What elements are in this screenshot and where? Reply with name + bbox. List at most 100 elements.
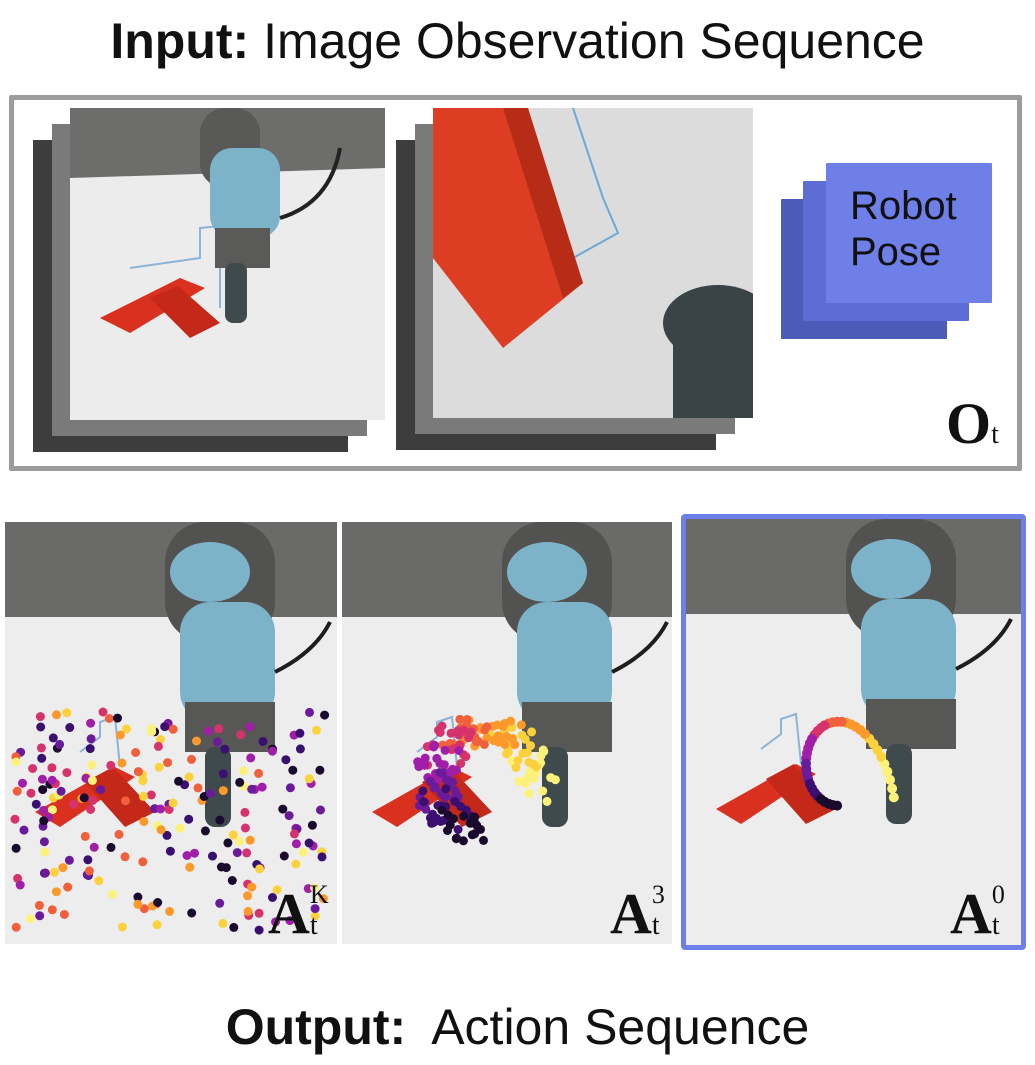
action-sample-point — [316, 805, 325, 815]
action-sample-point — [38, 785, 48, 795]
robot-pose-line2: Pose — [850, 230, 942, 274]
action-sample-point — [52, 710, 61, 720]
action-sample-point — [18, 778, 27, 788]
action-sample-point — [441, 784, 451, 794]
action-sample-point — [155, 735, 165, 744]
action-sample-point — [51, 887, 61, 897]
observation-symbol: Ot — [946, 390, 999, 457]
robot-cable — [611, 621, 669, 674]
action-sample-point — [182, 851, 192, 860]
action-sample-point — [168, 724, 178, 734]
action-sample-point — [318, 894, 328, 904]
action-sample-point — [454, 730, 464, 740]
action-sample-point — [47, 905, 57, 915]
action-sample-point — [184, 772, 194, 782]
action-sample-point — [479, 835, 488, 845]
action-sample-point — [206, 789, 215, 798]
action-sample-point — [139, 904, 149, 914]
action-sample-point — [139, 817, 149, 826]
action-sample-point — [526, 741, 535, 751]
action-sample-point — [15, 880, 25, 890]
action-sample-point — [83, 855, 93, 865]
action-sample-point — [117, 758, 127, 768]
action-sample-point — [64, 855, 74, 865]
action-sample-point — [138, 857, 148, 867]
action-sample-point — [138, 776, 148, 786]
action-sample-point — [235, 777, 245, 787]
action-trajectory-point — [888, 792, 899, 803]
action-sample-point — [11, 843, 21, 853]
action-sample-point — [65, 723, 75, 732]
action-sample-point — [455, 714, 465, 724]
input-title-bold: Input: — [110, 13, 250, 69]
action-sample-point — [156, 825, 166, 835]
action-sample-point — [439, 760, 449, 770]
action-sample-point — [295, 728, 305, 738]
action-panel-0-image — [686, 519, 1021, 945]
action-sample-point — [228, 830, 238, 840]
action-sample-point — [84, 866, 94, 876]
action-sample-point — [514, 776, 524, 786]
selected-panel-highlight — [681, 514, 1026, 950]
action-sample-point — [520, 734, 530, 744]
observation-symbol-sub: t — [991, 419, 999, 450]
action-sample-point — [461, 752, 471, 762]
action-sample-point — [138, 791, 148, 801]
action-trajectory-point — [887, 783, 898, 794]
action-sample-point — [254, 925, 264, 935]
action-sample-point — [121, 724, 131, 734]
action-sample-point — [153, 741, 163, 751]
action-sample-point — [79, 793, 89, 803]
action-label-0-sub: t — [991, 910, 1000, 941]
action-sample-point — [10, 814, 20, 824]
action-sample-point — [538, 786, 548, 796]
action-sample-point — [255, 864, 264, 874]
action-sample-point — [310, 883, 319, 893]
action-sample-point — [190, 848, 199, 858]
action-sample-point — [492, 720, 502, 730]
action-sample-point — [86, 805, 96, 814]
action-sample-point — [104, 714, 114, 723]
action-sample-point — [445, 777, 455, 786]
action-sample-point — [113, 713, 122, 723]
action-sample-point — [464, 733, 474, 743]
action-sample-point — [304, 774, 314, 784]
robot-cable — [955, 618, 1013, 671]
action-sample-point — [63, 882, 73, 892]
action-sample-point — [268, 893, 277, 902]
action-sample-point — [133, 899, 143, 909]
action-trajectory-point — [832, 800, 843, 811]
wrist-camera-image — [433, 108, 753, 418]
action-sample-point — [312, 725, 321, 735]
action-sample-point — [421, 804, 431, 814]
robot-joint-cap — [851, 539, 931, 599]
action-label-k-main: A — [268, 881, 310, 946]
action-sample-point — [288, 765, 298, 775]
robot-gripper-body — [866, 699, 956, 749]
action-sample-point — [267, 746, 277, 756]
action-sample-point — [154, 762, 164, 772]
action-sample-point — [89, 842, 99, 852]
action-sample-point — [437, 805, 447, 815]
action-sample-point — [513, 755, 523, 765]
action-sample-point — [441, 790, 451, 800]
action-sample-point — [443, 810, 453, 820]
action-sample-point — [35, 712, 45, 722]
action-sample-point — [39, 837, 49, 847]
action-sample-point — [120, 852, 130, 862]
action-sample-point — [536, 751, 546, 761]
action-sample-point — [223, 838, 233, 848]
action-sample-point — [452, 833, 462, 843]
action-sample-point — [254, 908, 264, 918]
action-sample-point — [94, 876, 104, 886]
action-sample-point — [115, 730, 125, 740]
action-sample-point — [218, 769, 228, 779]
action-trajectory-point — [885, 774, 895, 785]
observation-box — [9, 95, 1022, 471]
robot-pose-card — [826, 163, 992, 303]
action-sample-point — [247, 882, 257, 892]
action-label-0-sup: 0 — [991, 880, 1005, 909]
action-sample-point — [243, 891, 253, 901]
action-sample-point — [37, 753, 47, 763]
action-sample-point — [160, 722, 170, 732]
